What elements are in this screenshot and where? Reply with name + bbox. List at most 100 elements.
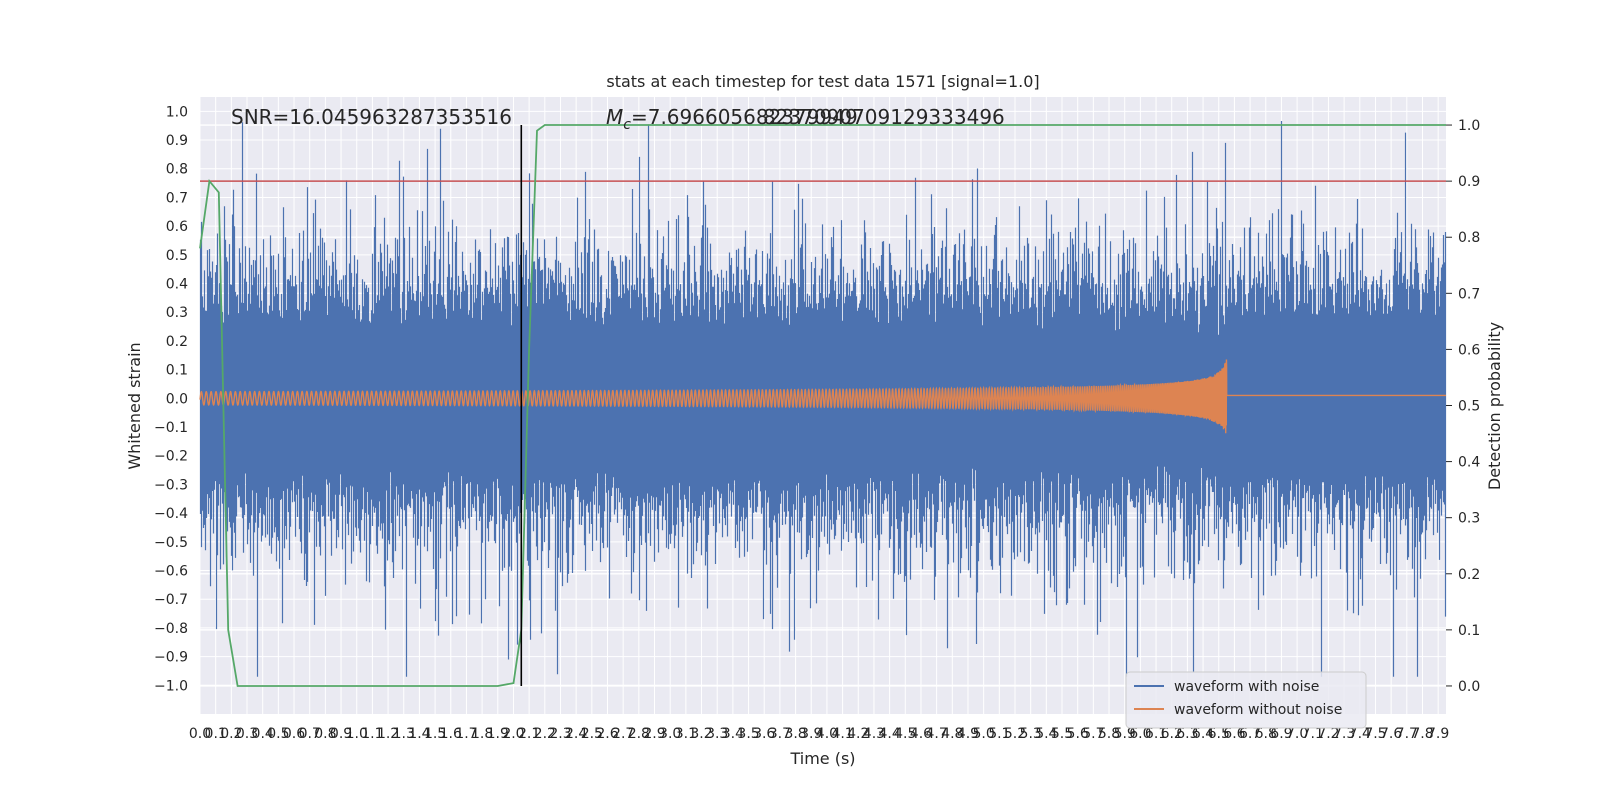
x-tick-label: 0.9 bbox=[330, 726, 352, 742]
x-tick-label: 5.2 bbox=[1004, 726, 1026, 742]
y2-tick-label: 0.3 bbox=[1458, 511, 1480, 527]
x-tick-label: 1.3 bbox=[393, 726, 415, 742]
x-tick-label: 3.8 bbox=[784, 726, 806, 742]
x-tick-label: 7.4 bbox=[1349, 726, 1371, 742]
x-tick-label: 2.0 bbox=[502, 726, 524, 742]
y-tick-label: 0.3 bbox=[166, 305, 188, 321]
y-tick-label: −1.0 bbox=[154, 678, 188, 694]
y-tick-label: 1.0 bbox=[166, 104, 188, 120]
x-tick-label: 5.3 bbox=[1020, 726, 1042, 742]
y-tick-label: −0.7 bbox=[154, 592, 188, 608]
x-tick-label: 4.3 bbox=[863, 726, 885, 742]
mc-annotation: Mc=7.696605682379949 bbox=[606, 105, 858, 133]
x-tick-label: 2.9 bbox=[643, 726, 665, 742]
y-tick-label: 0.2 bbox=[166, 334, 188, 350]
x-tick-label: 5.6 bbox=[1067, 726, 1089, 742]
x-tick-label: 7.6 bbox=[1380, 726, 1402, 742]
x-tick-label: 4.6 bbox=[910, 726, 932, 742]
x-tick-label: 7.7 bbox=[1396, 726, 1418, 742]
y2-tick-label: 0.4 bbox=[1458, 455, 1480, 471]
x-tick-label: 1.2 bbox=[377, 726, 399, 742]
x-tick-label: 1.1 bbox=[361, 726, 383, 742]
legend: waveform with noise waveform without noi… bbox=[1125, 671, 1367, 729]
x-tick-label: 2.7 bbox=[612, 726, 634, 742]
x-tick-label: 5.7 bbox=[1082, 726, 1104, 742]
snr-annotation: SNR=16.045963287353516 bbox=[231, 105, 512, 129]
x-tick-label: 2.1 bbox=[518, 726, 540, 742]
y-tick-label: −0.3 bbox=[154, 477, 188, 493]
series-waveform-without-noise bbox=[199, 359, 1446, 434]
y-tick-label: −0.1 bbox=[154, 420, 188, 436]
x-tick-label: 7.2 bbox=[1317, 726, 1339, 742]
x-tick-label: 0.4 bbox=[252, 726, 274, 742]
y-axis-ticks: 1.0 0.9 0.8 0.7 0.6 0.5 0.4 0.3 0.2 0.1 0.0 −0.1 −0.… bbox=[154, 104, 188, 694]
x-axis-ticks: 0.00.10.20.30.40.50.60.70.80.91.01.11.21… bbox=[189, 726, 1449, 742]
clean-waveform-line bbox=[199, 359, 1446, 434]
x-tick-label: 2.2 bbox=[534, 726, 556, 742]
x-tick-label: 6.9 bbox=[1270, 726, 1292, 742]
y-tick-label: 0.6 bbox=[166, 219, 188, 235]
y-tick-label: 0.7 bbox=[166, 190, 188, 206]
x-tick-label: 6.1 bbox=[1145, 726, 1167, 742]
x-tick-label: 2.5 bbox=[581, 726, 603, 742]
x-tick-label: 3.1 bbox=[675, 726, 697, 742]
x-tick-label: 0.5 bbox=[267, 726, 289, 742]
legend-box bbox=[1125, 671, 1367, 729]
x-tick-label: 6.4 bbox=[1192, 726, 1214, 742]
chart-title: stats at each timestep for test data 157… bbox=[606, 72, 1039, 91]
y-tick-label: −0.2 bbox=[154, 449, 188, 465]
x-tick-label: 7.3 bbox=[1333, 726, 1355, 742]
y-tick-label: 0.8 bbox=[166, 162, 188, 178]
legend-entry-clean: waveform without noise bbox=[1174, 702, 1342, 718]
x-tick-label: 4.4 bbox=[878, 726, 900, 742]
x-tick-label: 0.2 bbox=[220, 726, 242, 742]
x-tick-label: 3.7 bbox=[769, 726, 791, 742]
x-tick-label: 7.1 bbox=[1302, 726, 1324, 742]
x-tick-label: 0.7 bbox=[299, 726, 321, 742]
y2-tick-label: 1.0 bbox=[1458, 118, 1480, 134]
x-tick-label: 2.4 bbox=[565, 726, 587, 742]
x-tick-label: 1.8 bbox=[471, 726, 493, 742]
x-tick-label: 3.4 bbox=[722, 726, 744, 742]
x-tick-label: 5.1 bbox=[988, 726, 1010, 742]
x-tick-label: 7.5 bbox=[1364, 726, 1386, 742]
y-tick-label: −0.6 bbox=[154, 564, 188, 580]
y2-tick-label: 0.8 bbox=[1458, 230, 1480, 246]
x-tick-label: 6.2 bbox=[1161, 726, 1183, 742]
x-tick-label: 5.4 bbox=[1035, 726, 1057, 742]
mc-overlap-annotation: 8237090709129333496 bbox=[763, 105, 1005, 129]
x-tick-label: 7.8 bbox=[1411, 726, 1433, 742]
x-tick-label: 7.9 bbox=[1427, 726, 1449, 742]
x-tick-label: 1.0 bbox=[346, 726, 368, 742]
x-tick-label: 4.0 bbox=[816, 726, 838, 742]
x-tick-label: 2.8 bbox=[628, 726, 650, 742]
x-tick-label: 0.3 bbox=[236, 726, 258, 742]
x-tick-label: 0.8 bbox=[314, 726, 336, 742]
x-tick-label: 4.5 bbox=[894, 726, 916, 742]
x-tick-label: 0.1 bbox=[205, 726, 227, 742]
x-tick-label: 3.5 bbox=[737, 726, 759, 742]
x-tick-label: 3.2 bbox=[690, 726, 712, 742]
y-tick-label: 0.9 bbox=[166, 133, 188, 149]
x-tick-label: 1.4 bbox=[408, 726, 430, 742]
y-tick-label: 0.0 bbox=[166, 391, 188, 407]
x-tick-label: 5.9 bbox=[1114, 726, 1136, 742]
y-tick-label: −0.5 bbox=[154, 535, 188, 551]
y-tick-label: 0.5 bbox=[166, 248, 188, 264]
y2-tick-label: 0.1 bbox=[1458, 623, 1480, 639]
x-tick-label: 2.6 bbox=[596, 726, 618, 742]
y-axis-label: Whitened strain bbox=[125, 342, 144, 469]
x-tick-label: 5.0 bbox=[973, 726, 995, 742]
x-tick-label: 1.6 bbox=[440, 726, 462, 742]
x-tick-label: 1.7 bbox=[455, 726, 477, 742]
y2-tick-label: 0.6 bbox=[1458, 342, 1480, 358]
x-tick-label: 0.6 bbox=[283, 726, 305, 742]
x-tick-label: 4.1 bbox=[831, 726, 853, 742]
x-tick-label: 6.0 bbox=[1129, 726, 1151, 742]
y2-axis-label: Detection probability bbox=[1485, 322, 1504, 490]
legend-entry-noisy: waveform with noise bbox=[1174, 679, 1319, 695]
x-tick-label: 6.8 bbox=[1255, 726, 1277, 742]
x-tick-label: 7.0 bbox=[1286, 726, 1308, 742]
x-tick-label: 4.2 bbox=[847, 726, 869, 742]
